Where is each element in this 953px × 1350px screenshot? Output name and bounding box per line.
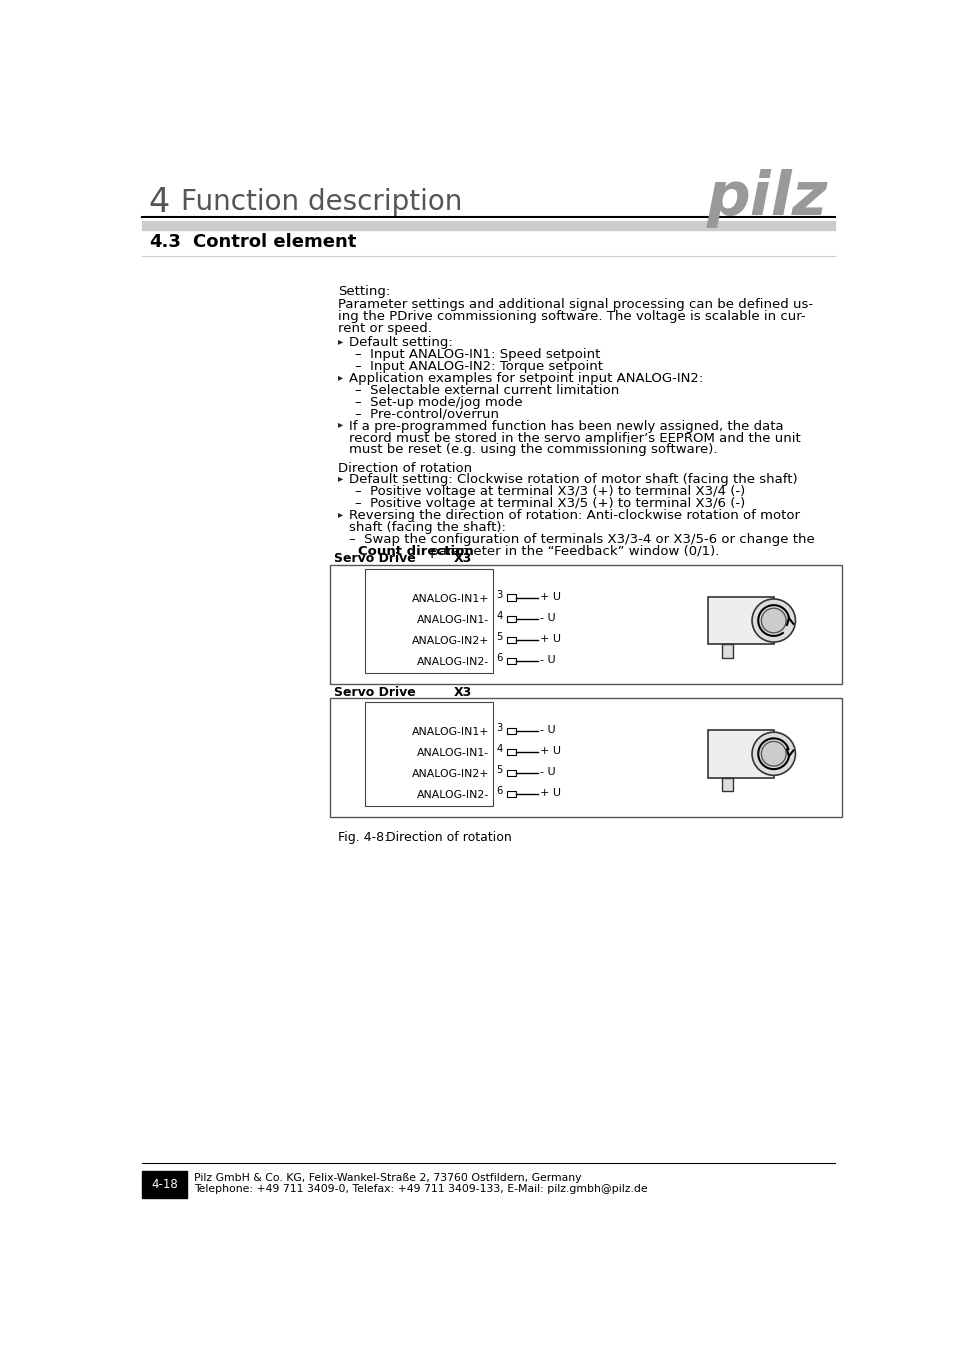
- Text: - U: - U: [539, 655, 555, 666]
- Text: Control element: Control element: [193, 234, 355, 251]
- Bar: [506, 769, 516, 776]
- Text: 4: 4: [497, 744, 502, 755]
- Text: Telephone: +49 711 3409-0, Telefax: +49 711 3409-133, E-Mail: pilz.gmbh@pilz.de: Telephone: +49 711 3409-0, Telefax: +49 …: [193, 1184, 646, 1193]
- Text: ▸: ▸: [337, 474, 343, 483]
- Bar: [506, 728, 516, 734]
- Text: ANALOG-IN1-: ANALOG-IN1-: [416, 748, 488, 757]
- Text: - U: - U: [539, 613, 555, 622]
- Bar: [330, 698, 841, 817]
- Circle shape: [751, 732, 795, 775]
- Text: 4.3: 4.3: [149, 234, 180, 251]
- Text: –  Set-up mode/jog mode: – Set-up mode/jog mode: [355, 396, 522, 409]
- Text: 3: 3: [497, 590, 502, 599]
- Text: - U: - U: [539, 725, 555, 734]
- Text: Default setting: Clockwise rotation of motor shaft (facing the shaft): Default setting: Clockwise rotation of m…: [348, 474, 797, 486]
- Text: Fig. 4-8:: Fig. 4-8:: [337, 832, 388, 844]
- Text: shaft (facing the shaft):: shaft (facing the shaft):: [348, 521, 505, 535]
- Text: Servo Drive: Servo Drive: [334, 552, 416, 566]
- Text: ▸: ▸: [337, 336, 343, 346]
- Bar: [506, 791, 516, 796]
- Circle shape: [751, 599, 795, 643]
- Text: –  Positive voltage at terminal X3/5 (+) to terminal X3/6 (-): – Positive voltage at terminal X3/5 (+) …: [355, 497, 744, 510]
- Text: 4: 4: [497, 612, 502, 621]
- Text: 4-18: 4-18: [152, 1179, 178, 1191]
- Text: 3: 3: [497, 724, 502, 733]
- Text: must be reset (e.g. using the commissioning software).: must be reset (e.g. using the commission…: [348, 443, 717, 456]
- Bar: [365, 702, 493, 806]
- Text: X3: X3: [454, 686, 472, 698]
- Circle shape: [760, 609, 785, 633]
- Text: –  Swap the configuration of terminals X3/3-4 or X3/5-6 or change the: – Swap the configuration of terminals X3…: [348, 533, 814, 547]
- Bar: [721, 644, 733, 659]
- Text: ▸: ▸: [337, 371, 343, 382]
- Text: Pilz GmbH & Co. KG, Felix-Wankel-Straße 2, 73760 Ostfildern, Germany: Pilz GmbH & Co. KG, Felix-Wankel-Straße …: [193, 1173, 580, 1183]
- Text: parameter in the “Feedback” window (0/1).: parameter in the “Feedback” window (0/1)…: [426, 545, 719, 558]
- Text: Function description: Function description: [181, 188, 462, 216]
- Text: ANALOG-IN1-: ANALOG-IN1-: [416, 614, 488, 625]
- Text: 4: 4: [149, 185, 170, 219]
- Text: + U: + U: [539, 788, 560, 798]
- Bar: [721, 778, 733, 791]
- Text: record must be stored in the servo amplifier’s EEPROM and the unit: record must be stored in the servo ampli…: [348, 432, 800, 444]
- Text: –  Selectable external current limitation: – Selectable external current limitation: [355, 383, 618, 397]
- Bar: [506, 749, 516, 755]
- Text: + U: + U: [539, 634, 560, 644]
- Bar: [707, 730, 773, 778]
- Text: Direction of rotation: Direction of rotation: [385, 832, 511, 844]
- Text: + U: + U: [539, 747, 560, 756]
- Text: Default setting:: Default setting:: [348, 336, 452, 350]
- Circle shape: [760, 741, 785, 765]
- Text: - U: - U: [539, 767, 555, 778]
- Text: ANALOG-IN2+: ANALOG-IN2+: [411, 636, 488, 645]
- Text: ANALOG-IN1+: ANALOG-IN1+: [411, 594, 488, 603]
- Bar: [506, 637, 516, 643]
- Bar: [506, 616, 516, 622]
- Text: 6: 6: [497, 786, 502, 796]
- Text: pilz: pilz: [706, 170, 827, 228]
- Text: –  Positive voltage at terminal X3/3 (+) to terminal X3/4 (-): – Positive voltage at terminal X3/3 (+) …: [355, 486, 744, 498]
- Text: –  Input ANALOG-IN1: Speed setpoint: – Input ANALOG-IN1: Speed setpoint: [355, 348, 599, 360]
- Bar: [142, 220, 835, 230]
- Text: X3: X3: [454, 552, 472, 566]
- Text: ANALOG-IN2-: ANALOG-IN2-: [416, 790, 488, 801]
- Text: ANALOG-IN1+: ANALOG-IN1+: [411, 726, 488, 737]
- Text: Direction of rotation: Direction of rotation: [337, 462, 472, 475]
- Text: + U: + U: [539, 591, 560, 602]
- Text: Servo Drive: Servo Drive: [334, 686, 416, 698]
- Text: ▸: ▸: [337, 509, 343, 520]
- Text: Reversing the direction of rotation: Anti-clockwise rotation of motor: Reversing the direction of rotation: Ant…: [348, 509, 799, 522]
- Text: –  Input ANALOG-IN2: Torque setpoint: – Input ANALOG-IN2: Torque setpoint: [355, 360, 602, 373]
- Text: rent or speed.: rent or speed.: [337, 321, 431, 335]
- Bar: [365, 568, 493, 672]
- Text: Count direction: Count direction: [357, 545, 474, 558]
- Text: Parameter settings and additional signal processing can be defined us-: Parameter settings and additional signal…: [337, 298, 812, 311]
- Text: ing the PDrive commissioning software. The voltage is scalable in cur-: ing the PDrive commissioning software. T…: [337, 310, 804, 323]
- Text: Setting:: Setting:: [337, 285, 390, 298]
- Bar: [330, 564, 841, 684]
- Text: –  Pre-control/overrun: – Pre-control/overrun: [355, 408, 498, 421]
- Text: 5: 5: [497, 632, 502, 643]
- Text: Application examples for setpoint input ANALOG-IN2:: Application examples for setpoint input …: [348, 371, 702, 385]
- Text: 6: 6: [497, 653, 502, 663]
- Text: If a pre-programmed function has been newly assigned, the data: If a pre-programmed function has been ne…: [348, 420, 782, 432]
- Bar: [506, 657, 516, 664]
- Bar: [142, 1172, 187, 1197]
- Text: ANALOG-IN2+: ANALOG-IN2+: [411, 769, 488, 779]
- Text: ANALOG-IN2-: ANALOG-IN2-: [416, 657, 488, 667]
- Bar: [506, 594, 516, 601]
- Text: ▸: ▸: [337, 420, 343, 429]
- Bar: [707, 597, 773, 644]
- Text: 5: 5: [497, 765, 502, 775]
